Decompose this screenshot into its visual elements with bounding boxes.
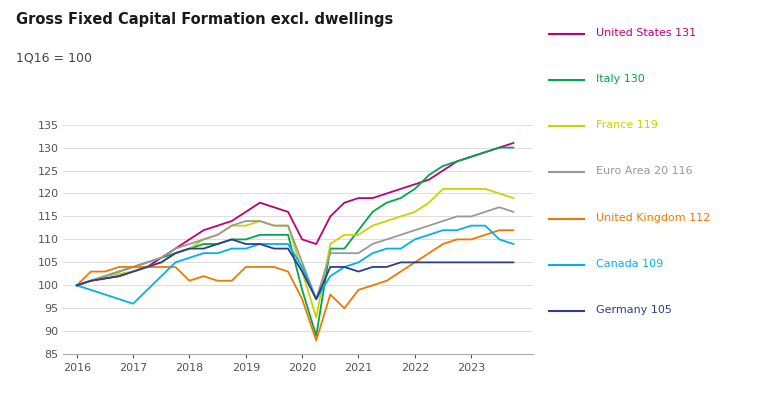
Text: United Kingdom 112: United Kingdom 112 — [596, 213, 710, 222]
Text: Euro Area 20 116: Euro Area 20 116 — [596, 166, 692, 176]
Text: 1Q16 = 100: 1Q16 = 100 — [16, 52, 92, 65]
Text: Italy 130: Italy 130 — [596, 74, 644, 84]
Text: United States 131: United States 131 — [596, 28, 696, 38]
Text: Canada 109: Canada 109 — [596, 259, 663, 269]
Text: Gross Fixed Capital Formation excl. dwellings: Gross Fixed Capital Formation excl. dwel… — [16, 12, 393, 27]
Text: France 119: France 119 — [596, 120, 658, 130]
Text: Germany 105: Germany 105 — [596, 305, 672, 315]
